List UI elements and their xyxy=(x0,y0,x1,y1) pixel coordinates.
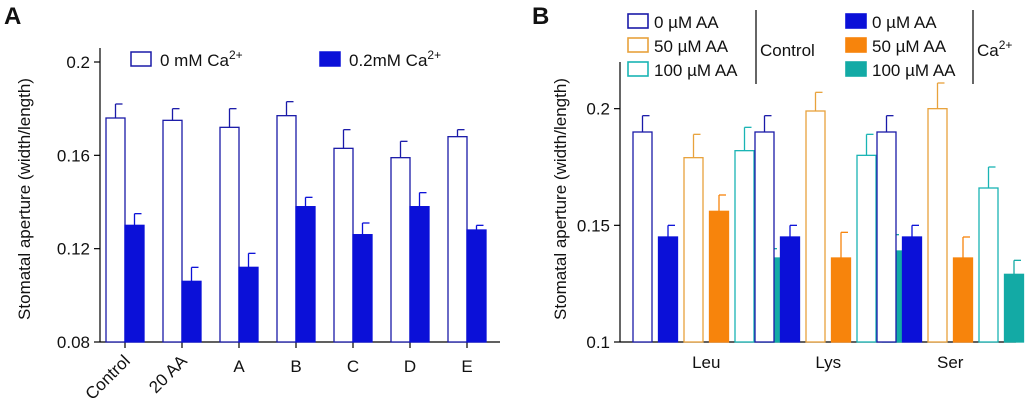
panel-a-x-tick-label: E xyxy=(461,357,472,376)
panel-a-bar xyxy=(219,126,240,343)
panel-b-legend-group-ca: Ca2+ xyxy=(977,38,1012,60)
panel-a-bar xyxy=(124,224,145,343)
panel-b-bar xyxy=(978,187,999,343)
panel-b-x-tick-label: Leu xyxy=(692,353,720,372)
panel-b-legend-swatch-control-2 xyxy=(627,61,649,77)
panel-b-y-axis-title: Stomatal aperture (width/length) xyxy=(551,78,570,320)
panel-b-bar xyxy=(1003,273,1025,343)
panel-b-legend-label-ca-1: 50 µM AA xyxy=(872,37,947,56)
panel-a-legend-label-0: 0 mM Ca2+ xyxy=(160,48,243,70)
panel-b-legend-group-ca-sup: 2+ xyxy=(999,38,1013,52)
panel-a-y-axis-title: Stomatal aperture (width/length) xyxy=(15,78,34,320)
panel-a-bar xyxy=(390,157,411,343)
panel-b-legend-group-ca-main: Ca xyxy=(977,41,999,60)
panel-a-legend-label-1-sup: 2+ xyxy=(427,48,441,62)
panel-b-legend-label-control-1: 50 µM AA xyxy=(654,37,729,56)
panel-a-x-tick-label: B xyxy=(290,357,301,376)
panel-a-legend-swatch-1 xyxy=(319,51,341,67)
panel-a-bar xyxy=(447,136,468,343)
panel-a-y-tick-label: 0.08 xyxy=(57,333,90,352)
panel-a-bar xyxy=(105,117,126,343)
panel-a-bar xyxy=(276,115,297,343)
panel-b-bar xyxy=(830,257,852,343)
panel-a-y-tick-label: 0.12 xyxy=(57,240,90,259)
panel-a-legend-label-0-main: 0 mM Ca xyxy=(160,51,230,70)
panel-b-bar xyxy=(683,157,704,343)
panel-a-x-tick-label: C xyxy=(347,357,359,376)
panel-a-legend: 0 mM Ca2+ 0.2mM Ca2+ xyxy=(130,48,441,70)
panel-a-bar xyxy=(333,147,354,343)
panel-a-bar xyxy=(181,280,202,343)
panel-a-x-tick-label: D xyxy=(404,357,416,376)
panel-a-x-tick-label: Control xyxy=(82,351,134,403)
panel-a-legend-swatch-0 xyxy=(130,51,152,67)
panel-b-bar xyxy=(779,236,801,343)
panel-a: A Stomatal aperture (width/length) 0.08 0… xyxy=(4,3,500,404)
panel-b-y-tick-label: 0.1 xyxy=(586,333,610,352)
panel-b-bar xyxy=(876,131,897,343)
panel-a-y-tick-label: 0.2 xyxy=(66,53,90,72)
panel-b-bar xyxy=(927,108,948,343)
panel-a-legend-label-1-main: 0.2mM Ca xyxy=(349,51,428,70)
panel-b-letter: B xyxy=(532,3,549,30)
panel-b-legend-label-control-2: 100 µM AA xyxy=(654,61,738,80)
panel-b-bar xyxy=(805,110,826,343)
panel-a-x-tick-label: 20 AA xyxy=(145,351,191,397)
panel-b-legend-label-control-0: 0 µM AA xyxy=(654,13,719,32)
panel-a-bars xyxy=(105,101,487,343)
panel-b-legend-swatch-ca-1 xyxy=(845,37,867,53)
panel-b-legend: 0 µM AA 50 µM AA 100 µM AA Control 0 µM AA 50… xyxy=(627,10,1012,84)
panel-a-x-tick-label: A xyxy=(233,357,245,376)
panel-b-bar xyxy=(708,210,730,343)
panel-b-y-tick-label: 0.15 xyxy=(577,216,610,235)
panel-a-letter: A xyxy=(4,3,21,30)
panel-b-bar xyxy=(754,131,775,343)
panel-b-legend-swatch-control-1 xyxy=(627,37,649,53)
panel-b-legend-label-ca-2: 100 µM AA xyxy=(872,61,956,80)
panel-a-bar xyxy=(466,229,487,343)
panel-b-legend-swatch-control-0 xyxy=(627,13,649,29)
panel-a-legend-label-0-sup: 2+ xyxy=(229,48,243,62)
panel-b-bar xyxy=(856,154,877,343)
panel-b-legend-swatch-ca-0 xyxy=(845,13,867,29)
panel-b: B Stomatal aperture (width/length) 0.1 0.… xyxy=(532,3,1025,372)
panel-a-bar xyxy=(352,234,373,343)
panel-a-bar xyxy=(162,119,183,343)
panel-a-y-tick-label: 0.16 xyxy=(57,146,90,165)
panel-b-legend-swatch-ca-2 xyxy=(845,61,867,77)
panel-b-bar xyxy=(901,236,923,343)
panel-b-bar xyxy=(734,150,755,343)
panel-b-bar xyxy=(632,131,653,343)
panel-a-bar xyxy=(295,206,316,343)
panel-b-bar xyxy=(657,236,679,343)
panel-b-legend-label-ca-0: 0 µM AA xyxy=(872,13,937,32)
panel-a-legend-label-1: 0.2mM Ca2+ xyxy=(349,48,441,70)
panel-b-bars xyxy=(632,82,1025,343)
panel-b-x-tick-label: Ser xyxy=(937,353,964,372)
panel-b-y-tick-label: 0.2 xyxy=(586,100,610,119)
panel-b-legend-group-control: Control xyxy=(760,41,815,60)
panel-a-bar xyxy=(409,206,430,343)
panel-b-bar xyxy=(952,257,974,343)
panel-a-bar xyxy=(238,266,259,343)
panel-b-x-tick-label: Lys xyxy=(815,353,841,372)
